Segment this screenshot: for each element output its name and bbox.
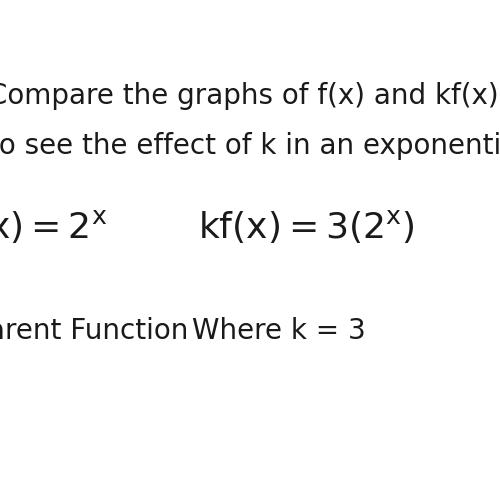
Text: to see the effect of k in an exponential function: to see the effect of k in an exponential…	[0, 132, 500, 160]
Text: arent Function: arent Function	[0, 317, 188, 345]
Text: $\mathsf{kf(x) = 3(2}^{\mathsf{x}}\mathsf{)}$: $\mathsf{kf(x) = 3(2}^{\mathsf{x}}\maths…	[198, 208, 415, 245]
Text: Where k = 3: Where k = 3	[192, 317, 366, 345]
Text: $\mathsf{x) = 2}^{\mathsf{x}}$: $\mathsf{x) = 2}^{\mathsf{x}}$	[0, 208, 108, 245]
Text: Compare the graphs of f(x) and kf(x): Compare the graphs of f(x) and kf(x)	[0, 82, 498, 110]
